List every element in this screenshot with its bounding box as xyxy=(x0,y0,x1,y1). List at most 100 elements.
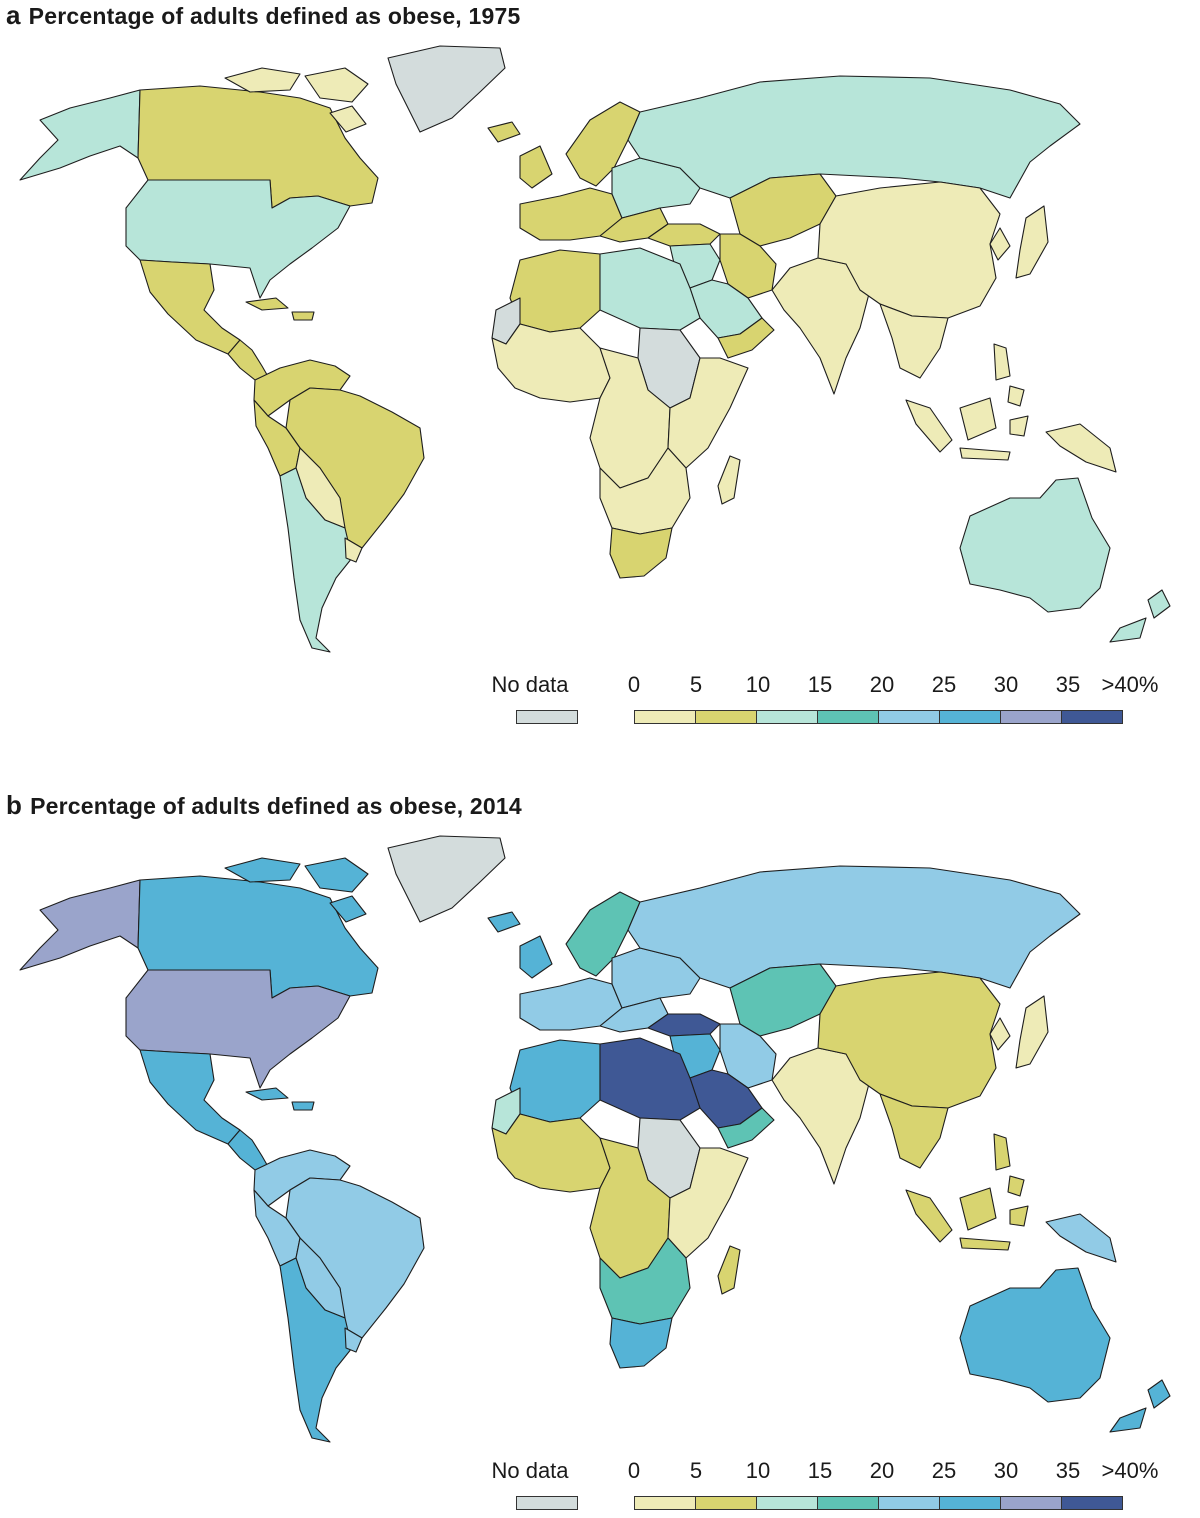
region-indonesia xyxy=(905,1189,953,1243)
region-southeast-asia xyxy=(879,303,949,379)
region-south-asia xyxy=(771,1047,871,1185)
legend-tick-label: 25 xyxy=(931,672,957,697)
world-map xyxy=(19,835,1171,1443)
region-uruguay xyxy=(344,1327,363,1353)
region-north-africa-west xyxy=(509,249,601,333)
region-yemen-oman xyxy=(717,1107,775,1149)
legend-swatch xyxy=(695,1496,757,1510)
legend-swatch xyxy=(939,710,1001,724)
legend-tick-label: 35 xyxy=(1055,1458,1081,1483)
region-new-zealand xyxy=(1109,617,1147,643)
legend-tick-label: 30 xyxy=(993,1458,1019,1483)
region-indonesia xyxy=(959,1237,1011,1251)
region-indonesia xyxy=(959,447,1011,461)
region-indonesia xyxy=(1009,1205,1029,1227)
region-new-zealand xyxy=(1147,589,1171,619)
region-east-africa xyxy=(667,1147,749,1259)
legend-swatch xyxy=(1000,1496,1062,1510)
region-uruguay xyxy=(344,537,363,563)
region-new-zealand xyxy=(1147,1379,1171,1409)
region-philippines xyxy=(1007,385,1025,407)
region-greenland xyxy=(387,45,506,133)
region-libya-egypt xyxy=(599,1037,701,1121)
legend-tick-label: 10 xyxy=(745,1458,771,1483)
region-japan-korea xyxy=(1015,995,1049,1069)
region-new-zealand xyxy=(1109,1407,1147,1433)
region-philippines xyxy=(993,343,1011,381)
region-madagascar xyxy=(717,1245,741,1295)
legend-swatch xyxy=(1061,710,1123,724)
region-russia xyxy=(627,75,1081,199)
region-japan-korea xyxy=(989,1017,1011,1051)
region-south-africa xyxy=(609,527,673,579)
region-usa xyxy=(125,179,351,299)
legend-tick-label: 15 xyxy=(807,672,833,697)
legend-tick-label: 35 xyxy=(1055,672,1081,697)
region-greenland xyxy=(387,835,506,923)
legend-no-data-swatch xyxy=(516,710,578,724)
region-png xyxy=(1045,1213,1117,1263)
legend-swatch xyxy=(634,1496,696,1510)
region-china-mongolia xyxy=(817,971,1001,1109)
region-caribbean xyxy=(245,1087,289,1101)
legend-no-data-swatch xyxy=(516,1496,578,1510)
region-southeast-asia xyxy=(879,1093,949,1169)
world-map xyxy=(19,45,1171,653)
region-alaska xyxy=(19,89,141,181)
legend-swatch xyxy=(939,1496,1001,1510)
legend-swatch xyxy=(634,710,696,724)
region-arctic-islands xyxy=(329,895,367,923)
region-indonesia xyxy=(1009,415,1029,437)
region-arctic-islands xyxy=(329,105,367,133)
region-madagascar xyxy=(717,455,741,505)
legend-tick-label: 25 xyxy=(931,1458,957,1483)
region-north-africa-west xyxy=(509,1039,601,1123)
legend-swatch xyxy=(878,1496,940,1510)
region-png xyxy=(1045,423,1117,473)
legend-tick-label: 5 xyxy=(689,672,703,697)
region-philippines xyxy=(993,1133,1011,1171)
panel-b: b Percentage of adults defined as obese, … xyxy=(0,790,1200,1518)
legend: No data 0 5 10 15 20 25 30 35 >40% xyxy=(0,672,1200,732)
region-australia xyxy=(959,477,1111,613)
region-yemen-oman xyxy=(717,317,775,359)
region-arctic-islands xyxy=(304,857,369,893)
region-iceland xyxy=(487,121,521,143)
region-australia xyxy=(959,1267,1111,1403)
legend-tick-label: 15 xyxy=(807,1458,833,1483)
region-southern-africa xyxy=(599,1237,691,1325)
legend-swatch xyxy=(1000,710,1062,724)
region-caribbean xyxy=(291,311,315,321)
region-argentina-chile xyxy=(279,467,353,653)
legend: No data 0 5 10 15 20 25 30 35 >40% xyxy=(0,1458,1200,1518)
legend-tick-label: 10 xyxy=(745,672,771,697)
land-masses xyxy=(19,835,1171,1443)
region-central-america xyxy=(227,339,271,381)
region-indonesia xyxy=(959,397,997,441)
region-iceland xyxy=(487,911,521,933)
region-philippines xyxy=(1007,1175,1025,1197)
panel-title: a Percentage of adults defined as obese, … xyxy=(6,0,520,31)
region-mexico xyxy=(139,259,241,355)
region-uk xyxy=(519,935,553,979)
region-libya-egypt xyxy=(599,247,701,331)
region-central-america xyxy=(227,1129,271,1171)
panel-letter: a xyxy=(6,0,21,30)
legend-swatch xyxy=(878,710,940,724)
panel-title: b Percentage of adults defined as obese, … xyxy=(6,790,522,821)
region-south-africa xyxy=(609,1317,673,1369)
legend-swatch xyxy=(817,710,879,724)
region-mexico xyxy=(139,1049,241,1145)
region-indonesia xyxy=(905,399,953,453)
region-usa xyxy=(125,969,351,1089)
legend-tick-label: >40% xyxy=(1101,672,1159,697)
region-japan-korea xyxy=(1015,205,1049,279)
region-south-asia xyxy=(771,257,871,395)
legend-tick-label: 0 xyxy=(627,672,641,697)
legend-tick-label: >40% xyxy=(1101,1458,1159,1483)
panel-title-text: Percentage of adults defined as obese, 2… xyxy=(30,793,522,819)
region-southern-africa xyxy=(599,447,691,535)
land-masses xyxy=(19,45,1171,653)
panel-title-text: Percentage of adults defined as obese, 1… xyxy=(28,3,521,29)
region-japan-korea xyxy=(989,227,1011,261)
